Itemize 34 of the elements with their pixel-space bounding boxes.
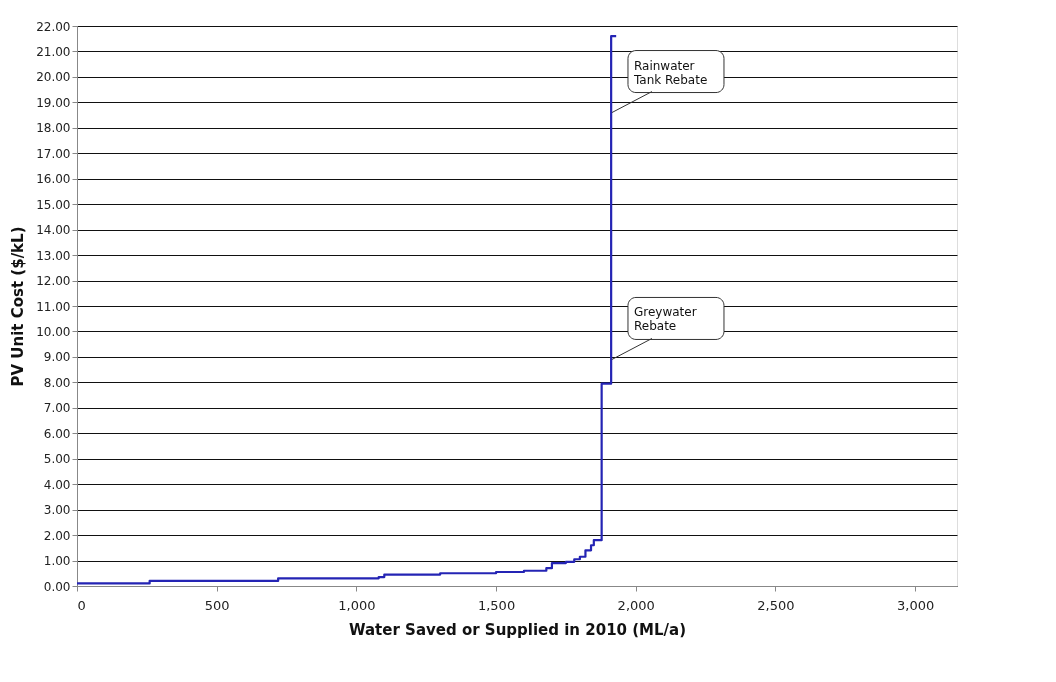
y-tick-label: 9.00 [43,350,71,365]
y-tick-label: 13.00 [36,248,71,263]
y-axis-title: PV Unit Cost ($/kL) [9,226,28,387]
y-tick-label: 19.00 [36,95,71,110]
y-tick-label: 3.00 [43,503,71,518]
x-tick-label: 3,000 [896,597,935,613]
y-tick-label: 20.00 [36,70,71,85]
y-tick-label: 22.00 [36,19,71,34]
x-tick-label: 2,500 [757,597,795,613]
y-tick-label: 15.00 [36,197,71,212]
x-tick-label: 0 [77,597,86,613]
y-tick-label: 6.00 [43,426,71,441]
x-tick-label: 1,500 [477,597,516,613]
annotation: Greywater Rebate [633,305,697,334]
x-tick-label: 2,000 [617,597,655,613]
y-tick-label: 7.00 [43,401,71,416]
x-axis-title: Water Saved or Supplied in 2010 (ML/a) [348,620,687,639]
y-tick-label: 16.00 [36,172,71,187]
y-tick-label: 14.00 [36,223,71,238]
annotation: Rainwater Tank Rebate [632,58,708,87]
y-tick-label: 2.00 [43,528,71,543]
y-tick-label: 4.00 [43,477,71,492]
y-tick-label: 17.00 [36,146,71,161]
x-tick-label: 1,000 [338,597,376,613]
y-tick-label: 21.00 [36,44,71,59]
y-tick-label: 12.00 [36,274,71,289]
y-tick-label: 0.00 [43,579,71,594]
y-tick-label: 10.00 [36,324,71,339]
y-tick-label: 18.00 [36,121,71,136]
y-tick-label: 8.00 [43,375,71,390]
y-tick-label: 1.00 [43,554,71,569]
y-tick-label: 11.00 [36,299,71,314]
y-tick-label: 5.00 [43,452,71,467]
x-tick-label: 500 [204,597,230,613]
